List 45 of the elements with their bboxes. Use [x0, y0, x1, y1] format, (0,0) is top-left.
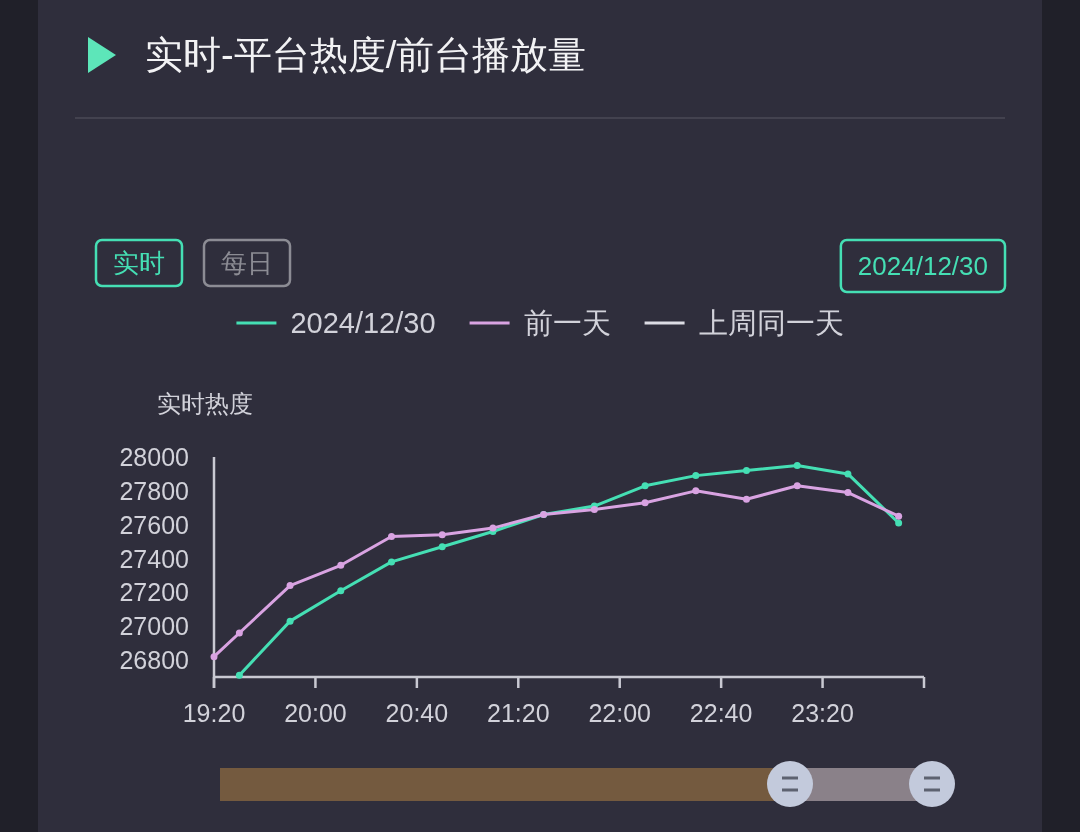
legend-label: 前一天: [523, 307, 611, 339]
point: [286, 617, 294, 625]
x-tick-label: 20:40: [385, 699, 449, 727]
point: [743, 495, 750, 503]
point: [388, 558, 395, 566]
point: [438, 543, 446, 551]
point: [793, 461, 801, 469]
point: [844, 489, 852, 497]
point: [641, 499, 649, 507]
y-tick-label: 27800: [119, 476, 189, 505]
x-tick-label: 20:00: [284, 699, 347, 727]
point: [438, 531, 446, 539]
y-tick-label: 28000: [119, 443, 189, 471]
point: [895, 519, 903, 527]
y-tick-label: 27000: [119, 612, 189, 641]
text: 实时: [113, 248, 165, 278]
y-tick-label: 26800: [119, 646, 189, 675]
point: [235, 671, 243, 679]
legend-label: 2024/12/30: [290, 307, 436, 339]
y-axis-title: 实时热度: [157, 390, 253, 417]
point: [692, 472, 700, 480]
x-tick-label: 21:20: [487, 699, 550, 727]
point: [692, 487, 700, 495]
x-tick-label: 22:40: [689, 699, 753, 727]
text: 每日: [221, 248, 273, 278]
point: [337, 561, 345, 569]
x-tick-label: 23:20: [791, 699, 854, 727]
point: [844, 470, 852, 478]
y-tick-label: 27400: [119, 544, 189, 573]
y-tick-label: 27600: [119, 510, 189, 539]
point: [895, 512, 903, 520]
point: [793, 482, 801, 490]
point: [235, 629, 243, 637]
point: [641, 482, 649, 490]
point: [743, 467, 750, 475]
point: [337, 587, 345, 595]
x-tick-label: 22:00: [588, 699, 651, 727]
y-tick-label: 27200: [119, 578, 189, 607]
legend-label: 上周同一天: [698, 307, 844, 339]
text: 2024/12/30: [857, 251, 988, 281]
x-tick-label: 19:20: [182, 699, 246, 727]
chart-title: 实时-平台热度/前台播放量: [145, 34, 587, 76]
point: [286, 582, 294, 590]
point: [210, 653, 218, 661]
point: [388, 533, 395, 541]
